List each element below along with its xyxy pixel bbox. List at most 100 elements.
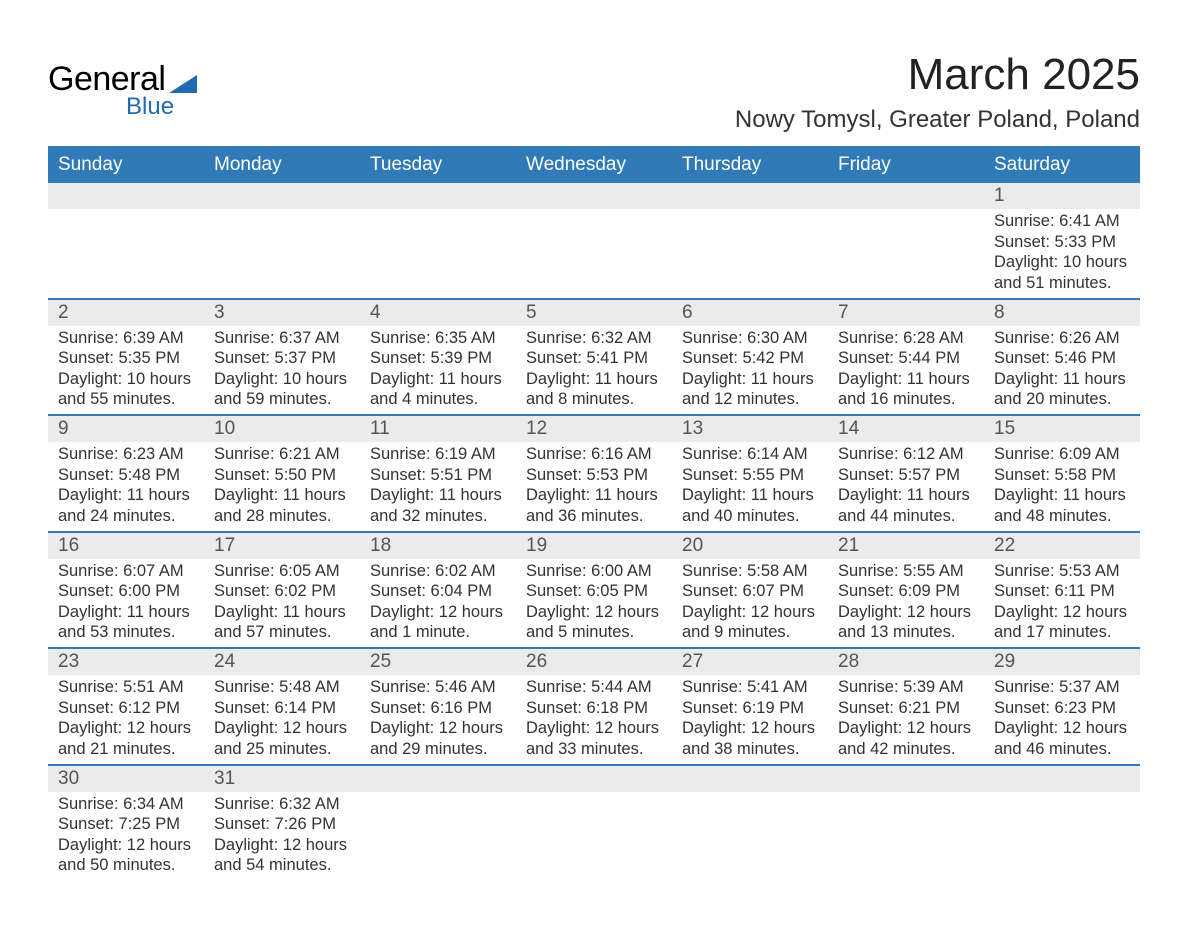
day-number: 25 — [360, 649, 516, 675]
day-content: Sunrise: 6:14 AMSunset: 5:55 PMDaylight:… — [672, 442, 828, 531]
day-cell — [360, 183, 516, 209]
daylight-text: Daylight: 11 hours and 4 minutes. — [370, 369, 508, 410]
day-content-cell: Sunrise: 6:35 AMSunset: 5:39 PMDaylight:… — [360, 326, 516, 415]
day-cell: 21 — [828, 533, 984, 559]
day-cell: 22 — [984, 533, 1140, 559]
day-content: Sunrise: 6:34 AMSunset: 7:25 PMDaylight:… — [48, 792, 204, 881]
day-content-cell: Sunrise: 6:39 AMSunset: 5:35 PMDaylight:… — [48, 326, 204, 415]
day-content — [516, 209, 672, 215]
sunset-text: Sunset: 6:18 PM — [526, 698, 664, 719]
daylight-text: Daylight: 12 hours and 5 minutes. — [526, 602, 664, 643]
sunrise-text: Sunrise: 6:21 AM — [214, 444, 352, 465]
day-content: Sunrise: 6:09 AMSunset: 5:58 PMDaylight:… — [984, 442, 1140, 531]
sunset-text: Sunset: 6:00 PM — [58, 581, 196, 602]
day-content-cell: Sunrise: 6:30 AMSunset: 5:42 PMDaylight:… — [672, 326, 828, 415]
day-content-cell — [828, 792, 984, 881]
sunrise-text: Sunrise: 6:07 AM — [58, 561, 196, 582]
day-number: 30 — [48, 766, 204, 792]
day-cell: 4 — [360, 300, 516, 326]
day-content-cell: Sunrise: 6:05 AMSunset: 6:02 PMDaylight:… — [204, 559, 360, 648]
location-text: Nowy Tomysl, Greater Poland, Poland — [735, 106, 1140, 134]
day-number: 2 — [48, 300, 204, 326]
sunset-text: Sunset: 5:35 PM — [58, 348, 196, 369]
day-cell: 11 — [360, 416, 516, 442]
day-content: Sunrise: 6:26 AMSunset: 5:46 PMDaylight:… — [984, 326, 1140, 415]
day-content: Sunrise: 5:48 AMSunset: 6:14 PMDaylight:… — [204, 675, 360, 764]
day-cell — [516, 183, 672, 209]
week-wrap: 1Sunrise: 6:41 AMSunset: 5:33 PMDaylight… — [48, 183, 1140, 300]
daylight-text: Daylight: 11 hours and 44 minutes. — [838, 485, 976, 526]
sunset-text: Sunset: 6:14 PM — [214, 698, 352, 719]
day-number: 6 — [672, 300, 828, 326]
dayheader-wednesday: Wednesday — [516, 148, 672, 182]
daylight-text: Daylight: 12 hours and 38 minutes. — [682, 718, 820, 759]
day-number: 12 — [516, 416, 672, 442]
day-content-cell: Sunrise: 6:12 AMSunset: 5:57 PMDaylight:… — [828, 442, 984, 531]
day-cell: 8 — [984, 300, 1140, 326]
day-cell: 9 — [48, 416, 204, 442]
day-cell: 2 — [48, 300, 204, 326]
sunset-text: Sunset: 5:39 PM — [370, 348, 508, 369]
day-number: 15 — [984, 416, 1140, 442]
sunrise-text: Sunrise: 5:51 AM — [58, 677, 196, 698]
day-cell — [828, 766, 984, 792]
day-number: 13 — [672, 416, 828, 442]
day-content: Sunrise: 5:37 AMSunset: 6:23 PMDaylight:… — [984, 675, 1140, 764]
day-content: Sunrise: 6:32 AMSunset: 7:26 PMDaylight:… — [204, 792, 360, 881]
sunrise-text: Sunrise: 6:12 AM — [838, 444, 976, 465]
day-cell: 3 — [204, 300, 360, 326]
daylight-text: Daylight: 12 hours and 50 minutes. — [58, 835, 196, 876]
day-content-cell: Sunrise: 6:41 AMSunset: 5:33 PMDaylight:… — [984, 209, 1140, 298]
header: General Blue March 2025 Nowy Tomysl, Gre… — [48, 50, 1140, 134]
weeks-container: 1Sunrise: 6:41 AMSunset: 5:33 PMDaylight… — [48, 183, 1140, 880]
day-content: Sunrise: 5:39 AMSunset: 6:21 PMDaylight:… — [828, 675, 984, 764]
day-content: Sunrise: 6:21 AMSunset: 5:50 PMDaylight:… — [204, 442, 360, 531]
sunrise-text: Sunrise: 6:23 AM — [58, 444, 196, 465]
calendar-header-row: Sunday Monday Tuesday Wednesday Thursday… — [48, 146, 1140, 183]
title-block: March 2025 Nowy Tomysl, Greater Poland, … — [735, 50, 1140, 134]
day-content: Sunrise: 6:00 AMSunset: 6:05 PMDaylight:… — [516, 559, 672, 648]
day-cell: 1 — [984, 183, 1140, 209]
day-number: 29 — [984, 649, 1140, 675]
daylight-text: Daylight: 11 hours and 32 minutes. — [370, 485, 508, 526]
day-number: 26 — [516, 649, 672, 675]
content-row: Sunrise: 6:39 AMSunset: 5:35 PMDaylight:… — [48, 326, 1140, 415]
sunrise-text: Sunrise: 5:53 AM — [994, 561, 1132, 582]
daylight-text: Daylight: 12 hours and 54 minutes. — [214, 835, 352, 876]
day-cell — [516, 766, 672, 792]
day-cell: 18 — [360, 533, 516, 559]
day-content-cell: Sunrise: 5:53 AMSunset: 6:11 PMDaylight:… — [984, 559, 1140, 648]
day-content-cell: Sunrise: 5:46 AMSunset: 6:16 PMDaylight:… — [360, 675, 516, 764]
daylight-text: Daylight: 11 hours and 20 minutes. — [994, 369, 1132, 410]
daylight-text: Daylight: 10 hours and 51 minutes. — [994, 252, 1132, 293]
day-content: Sunrise: 6:12 AMSunset: 5:57 PMDaylight:… — [828, 442, 984, 531]
daylight-text: Daylight: 12 hours and 25 minutes. — [214, 718, 352, 759]
sunset-text: Sunset: 5:50 PM — [214, 465, 352, 486]
daylight-text: Daylight: 12 hours and 29 minutes. — [370, 718, 508, 759]
daylight-text: Daylight: 11 hours and 8 minutes. — [526, 369, 664, 410]
day-number: 20 — [672, 533, 828, 559]
sunrise-text: Sunrise: 5:48 AM — [214, 677, 352, 698]
sunrise-text: Sunrise: 6:34 AM — [58, 794, 196, 815]
daylight-text: Daylight: 11 hours and 36 minutes. — [526, 485, 664, 526]
day-content-cell — [360, 792, 516, 881]
day-content: Sunrise: 6:19 AMSunset: 5:51 PMDaylight:… — [360, 442, 516, 531]
day-content-cell: Sunrise: 5:55 AMSunset: 6:09 PMDaylight:… — [828, 559, 984, 648]
sunrise-text: Sunrise: 6:26 AM — [994, 328, 1132, 349]
day-content-cell — [828, 209, 984, 298]
day-content-cell: Sunrise: 6:28 AMSunset: 5:44 PMDaylight:… — [828, 326, 984, 415]
day-content: Sunrise: 6:02 AMSunset: 6:04 PMDaylight:… — [360, 559, 516, 648]
day-cell: 24 — [204, 649, 360, 675]
day-cell: 25 — [360, 649, 516, 675]
day-content-cell: Sunrise: 5:44 AMSunset: 6:18 PMDaylight:… — [516, 675, 672, 764]
day-content — [360, 792, 516, 798]
daylight-text: Daylight: 11 hours and 16 minutes. — [838, 369, 976, 410]
daylight-text: Daylight: 12 hours and 17 minutes. — [994, 602, 1132, 643]
day-content-cell: Sunrise: 6:16 AMSunset: 5:53 PMDaylight:… — [516, 442, 672, 531]
day-content-cell — [672, 792, 828, 881]
sunset-text: Sunset: 5:37 PM — [214, 348, 352, 369]
sunset-text: Sunset: 5:57 PM — [838, 465, 976, 486]
day-content: Sunrise: 5:53 AMSunset: 6:11 PMDaylight:… — [984, 559, 1140, 648]
day-cell: 19 — [516, 533, 672, 559]
sunrise-text: Sunrise: 6:32 AM — [214, 794, 352, 815]
